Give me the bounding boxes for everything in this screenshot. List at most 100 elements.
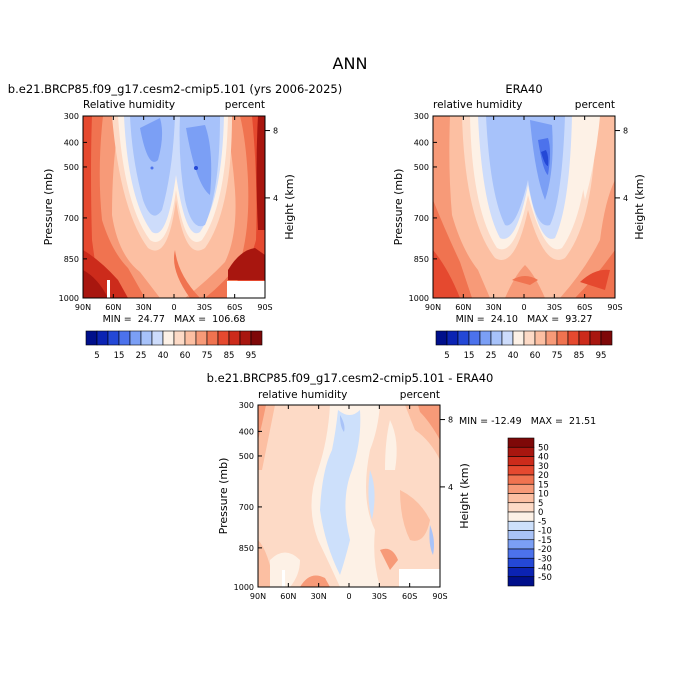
contour-field-model: [83, 116, 265, 298]
legend-absolute-obs: 5 15 25 40 60 75 85 95: [435, 330, 613, 361]
y-tick-label: 1000: [234, 583, 254, 592]
x-tick-label: 0: [171, 303, 176, 312]
legend-swatch: [446, 330, 459, 346]
panel-obs-ylabel-right: Height (km): [633, 174, 646, 240]
legend-label: -40: [538, 564, 552, 574]
legend-label: 60: [180, 351, 191, 361]
contour-field-obs: [433, 116, 615, 298]
legend-swatch: [507, 530, 535, 541]
legend-swatch: [507, 502, 535, 513]
x-tick-label: 90S: [257, 303, 272, 312]
y-tick-label: 700: [64, 214, 79, 223]
legend-swatch: [140, 330, 153, 346]
panel-model: b.e21.BRCP85.f09_g17.cesm2-cmip5.101 (yr…: [8, 82, 342, 325]
legend-swatch: [507, 567, 535, 578]
legend-label: 40: [538, 453, 549, 463]
legend-swatch: [173, 330, 186, 346]
legend-swatch: [490, 330, 503, 346]
legend-label: 10: [538, 490, 549, 500]
panel-model-right-label: percent: [225, 99, 265, 111]
panel-obs-title: ERA40: [505, 82, 542, 96]
panel-obs: ERA40 relative humidity percent 90N 60N 30…: [392, 82, 646, 325]
x-tick-label: 60S: [227, 303, 242, 312]
legend-label: 60: [530, 351, 541, 361]
x-tick-label: 60S: [402, 592, 417, 601]
legend-label: 40: [158, 351, 169, 361]
y-tick-label: 850: [64, 255, 79, 264]
legend-swatch: [501, 330, 514, 346]
legend-label: 75: [202, 351, 213, 361]
figure-title: ANN: [333, 54, 368, 73]
panel-model-ylabel-right: Height (km): [283, 174, 296, 240]
legend-swatch: [507, 511, 535, 522]
panel-obs-axes: 90N 60N 30N 0 30S 60S 90S 300 400 500 700 850 1000 8 4: [409, 112, 628, 312]
legend-swatch: [195, 330, 208, 346]
legend-swatch: [206, 330, 219, 346]
x-tick-label: 90N: [75, 303, 91, 312]
panel-model-ylabel: Pressure (mb): [42, 169, 55, 246]
x-tick-label: 60N: [105, 303, 121, 312]
y-tick-label: 700: [239, 503, 254, 512]
legend-swatch: [107, 330, 120, 346]
panel-model-title: b.e21.BRCP85.f09_g17.cesm2-cmip5.101 (yr…: [8, 82, 342, 96]
height-tick-label: 8: [273, 127, 278, 136]
legend-swatch: [507, 446, 535, 457]
legend-label: 5: [444, 351, 449, 361]
legend-swatch: [512, 330, 525, 346]
y-tick-label: 400: [64, 138, 79, 147]
x-tick-label: 60N: [280, 592, 296, 601]
legend-label: -5: [538, 517, 546, 527]
legend-label: 95: [246, 351, 257, 361]
x-tick-label: 30N: [311, 592, 327, 601]
legend-label: 40: [508, 351, 519, 361]
x-tick-label: 90N: [425, 303, 441, 312]
legend-swatch: [96, 330, 109, 346]
y-tick-label: 850: [239, 544, 254, 553]
legend-swatch: [507, 557, 535, 568]
y-tick-label: 850: [414, 255, 429, 264]
legend-swatch: [507, 437, 535, 448]
legend-label: 5: [94, 351, 99, 361]
y-tick-label: 400: [239, 427, 254, 436]
legend-swatch: [479, 330, 492, 346]
x-tick-label: 30N: [486, 303, 502, 312]
legend-swatch: [507, 548, 535, 559]
legend-swatch: [507, 483, 535, 494]
legend-label: 85: [574, 351, 585, 361]
legend-swatch: [162, 330, 175, 346]
y-tick-label: 300: [64, 112, 79, 121]
panel-diff: b.e21.BRCP85.f09_g17.cesm2-cmip5.101 - E…: [207, 371, 597, 601]
legend-swatch: [556, 330, 569, 346]
x-tick-label: 60S: [577, 303, 592, 312]
legend-swatch: [239, 330, 252, 346]
legend-label: 20: [538, 471, 549, 481]
legend-label: 5: [538, 499, 543, 509]
legend-absolute: 5 15 25 40 60 75 85 95: [85, 330, 263, 361]
legend-swatch: [435, 330, 448, 346]
legend-label: 85: [224, 351, 235, 361]
legend-label: 95: [596, 351, 607, 361]
y-tick-label: 1000: [409, 294, 429, 303]
legend-swatch: [507, 493, 535, 504]
height-tick-label: 4: [623, 194, 628, 203]
legend-label: 25: [486, 351, 497, 361]
panel-diff-ylabel-right: Height (km): [458, 463, 471, 529]
legend-label: -50: [538, 573, 552, 583]
legend-swatch: [523, 330, 536, 346]
x-tick-label: 90S: [607, 303, 622, 312]
legend-swatch: [118, 330, 131, 346]
panel-diff-stats: MIN = -12.49 MAX = 21.51: [459, 416, 596, 427]
panel-diff-title: b.e21.BRCP85.f09_g17.cesm2-cmip5.101 - E…: [207, 371, 494, 385]
y-tick-label: 700: [414, 214, 429, 223]
legend-swatch: [85, 330, 98, 346]
x-tick-label: 30S: [372, 592, 387, 601]
legend-label: 25: [136, 351, 147, 361]
y-tick-label: 500: [414, 163, 429, 172]
height-tick-label: 4: [448, 483, 453, 492]
legend-label: 15: [114, 351, 125, 361]
x-tick-label: 30S: [547, 303, 562, 312]
legend-swatch: [468, 330, 481, 346]
height-tick-label: 8: [623, 127, 628, 136]
